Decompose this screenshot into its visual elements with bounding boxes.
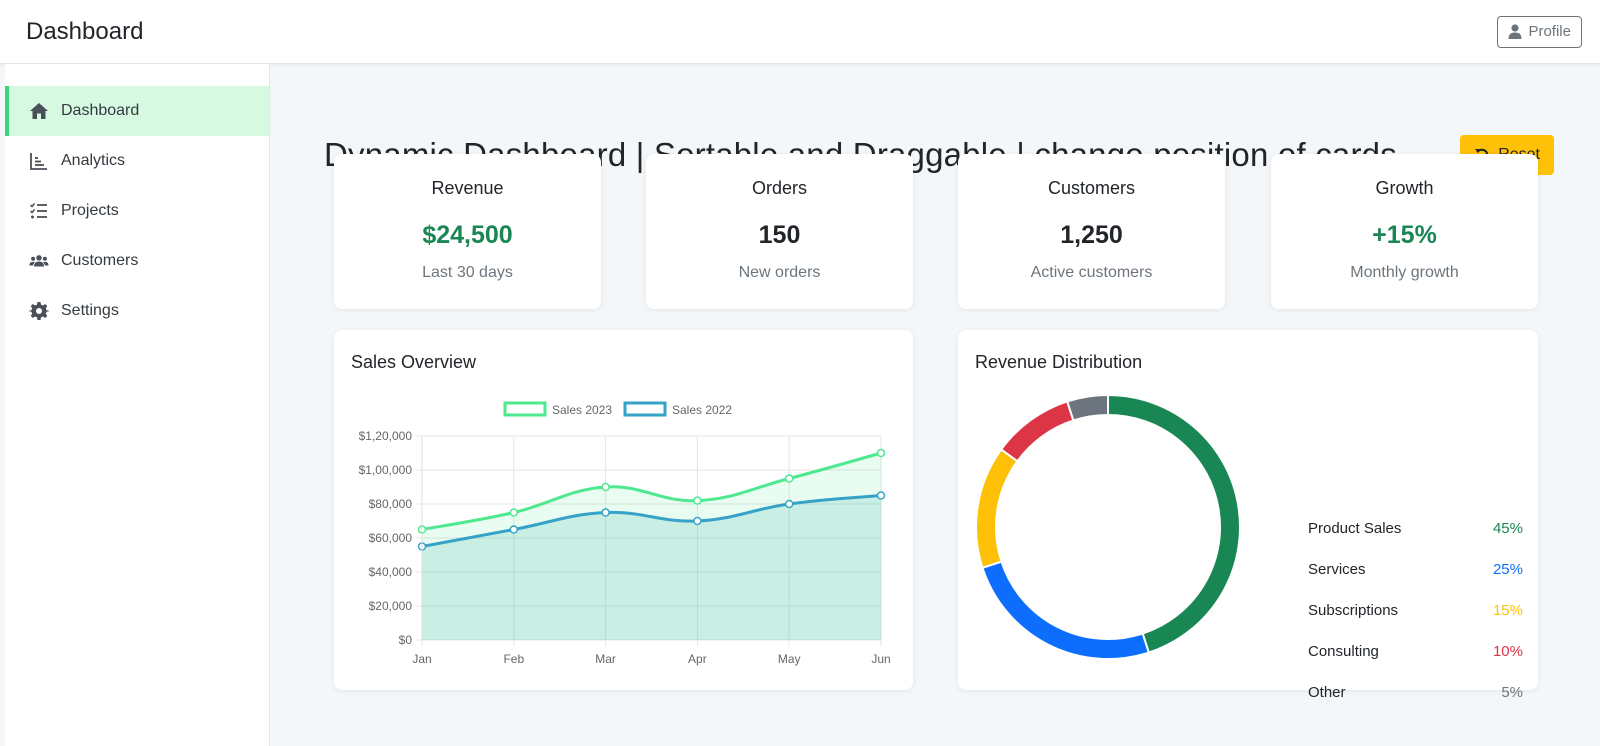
gear-icon (29, 302, 49, 320)
data-point[interactable] (509, 525, 519, 534)
legend-row: Other 5% (1308, 684, 1523, 725)
legend-row: Product Sales 45% (1308, 520, 1523, 561)
stat-subtitle: New orders (738, 264, 821, 281)
sidebar-item-label: Settings (61, 302, 119, 319)
legend-percent: 5% (1501, 684, 1523, 701)
donut-slice-services[interactable] (981, 560, 1151, 660)
y-tick-label: $60,000 (369, 531, 413, 545)
legend-percent: 15% (1492, 602, 1523, 619)
stat-subtitle: Last 30 days (422, 264, 513, 281)
stat-subtitle: Monthly growth (1350, 264, 1459, 281)
sidebar-item-projects[interactable]: Projects (5, 186, 269, 236)
legend-row: Subscriptions 15% (1308, 602, 1523, 643)
chart-icon (30, 153, 47, 170)
stat-subtitle: Active customers (1030, 264, 1153, 281)
data-point[interactable] (876, 448, 886, 458)
series-area (422, 453, 881, 640)
sales-overview-title: Sales Overview (351, 352, 477, 372)
x-tick-label: Apr (688, 652, 707, 666)
series-area (422, 495, 881, 640)
stat-value: +15% (1372, 221, 1437, 249)
legend-label: Sales 2022 (672, 403, 732, 417)
x-tick-label: Jun (871, 652, 890, 666)
sidebar-item-settings[interactable]: Settings (5, 286, 269, 336)
data-point[interactable] (876, 491, 886, 500)
donut-slice-consulting[interactable] (999, 400, 1075, 463)
data-point[interactable] (693, 496, 702, 505)
legend-percent: 45% (1492, 520, 1523, 537)
home-icon (30, 103, 48, 119)
sidebar: Dashboard Analytics Projects (5, 64, 270, 746)
stat-value: 1,250 (1060, 221, 1123, 249)
sidebar-item-label: Dashboard (61, 102, 140, 119)
legend-row: Consulting 10% (1308, 643, 1523, 684)
legend-category: Subscriptions (1308, 602, 1399, 619)
sidebar-item-label: Projects (61, 202, 119, 219)
legend-label: Sales 2023 (552, 403, 612, 417)
stat-title: Revenue (431, 178, 504, 198)
stat-title: Customers (1047, 178, 1136, 198)
donut-slice-product-sales[interactable] (1107, 393, 1241, 654)
x-tick-label: May (778, 652, 801, 666)
sales-overview-card[interactable]: Sales Overview $0 $20,000 $40,000 $60,000 $8… (334, 330, 913, 690)
legend-category: Other (1308, 684, 1346, 701)
stat-card-orders[interactable]: Orders 150 New orders (646, 154, 913, 309)
data-point[interactable] (784, 499, 794, 509)
revenue-distribution-legend: Product Sales 45% Services 25% Subscriptions… (1308, 520, 1523, 725)
series-line (421, 494, 882, 548)
revenue-distribution-title: Revenue Distribution (975, 352, 1143, 372)
user-icon (1508, 24, 1522, 39)
stat-card-customers[interactable]: Customers 1,250 Active customers (958, 154, 1225, 309)
legend-category: Consulting (1308, 643, 1379, 660)
legend-row: Services 25% (1308, 561, 1523, 602)
sales-line-chart: $0 $20,000 $40,000 $60,000 $80,000 $1,00,000 $… (359, 401, 891, 666)
stat-card-revenue[interactable]: Revenue $24,500 Last 30 days (334, 154, 601, 309)
legend-percent: 25% (1492, 561, 1523, 578)
profile-label: Profile (1528, 23, 1571, 40)
legend-swatch (623, 401, 667, 417)
sidebar-item-label: Analytics (61, 152, 126, 169)
revenue-distribution-card[interactable]: Revenue Distribution (958, 330, 1538, 690)
legend-percent: 10% (1492, 643, 1523, 660)
app-title: Dashboard (26, 17, 144, 45)
sidebar-item-analytics[interactable]: Analytics (5, 136, 269, 186)
legend-swatch (503, 401, 547, 417)
data-point[interactable] (601, 508, 610, 517)
x-tick-label: Jan (412, 652, 431, 666)
sidebar-item-dashboard[interactable]: Dashboard (5, 86, 269, 136)
tasks-icon (29, 203, 47, 219)
y-tick-label: $1,20,000 (359, 429, 413, 443)
data-point[interactable] (509, 508, 519, 517)
sidebar-item-customers[interactable]: Customers (5, 236, 269, 286)
stat-title: Growth (1375, 178, 1434, 198)
data-point[interactable] (601, 482, 610, 492)
stat-card-growth[interactable]: Growth +15% Monthly growth (1271, 154, 1538, 309)
y-tick-label: $1,00,000 (359, 463, 413, 477)
x-tick-label: Mar (595, 652, 616, 666)
donut-slice-other[interactable] (1065, 393, 1109, 422)
stat-value: 150 (758, 221, 801, 249)
revenue-donut-chart (975, 393, 1241, 660)
series-line (421, 451, 882, 531)
y-tick-label: $0 (399, 633, 413, 647)
y-tick-label: $20,000 (369, 599, 413, 613)
y-tick-label: $40,000 (369, 565, 413, 579)
y-tick-label: $80,000 (369, 497, 413, 511)
profile-button[interactable]: Profile (1497, 15, 1582, 48)
data-point[interactable] (693, 516, 702, 526)
data-point[interactable] (784, 474, 794, 483)
stat-title: Orders (751, 178, 807, 198)
sidebar-item-label: Customers (61, 252, 139, 269)
top-bar: Dashboard Profile (0, 0, 1600, 64)
legend-category: Product Sales (1308, 520, 1402, 537)
users-icon (29, 255, 49, 267)
stat-value: $24,500 (422, 221, 513, 249)
legend-category: Services (1308, 561, 1366, 578)
x-tick-label: Feb (503, 652, 524, 666)
donut-slice-subscriptions[interactable] (975, 448, 1019, 570)
